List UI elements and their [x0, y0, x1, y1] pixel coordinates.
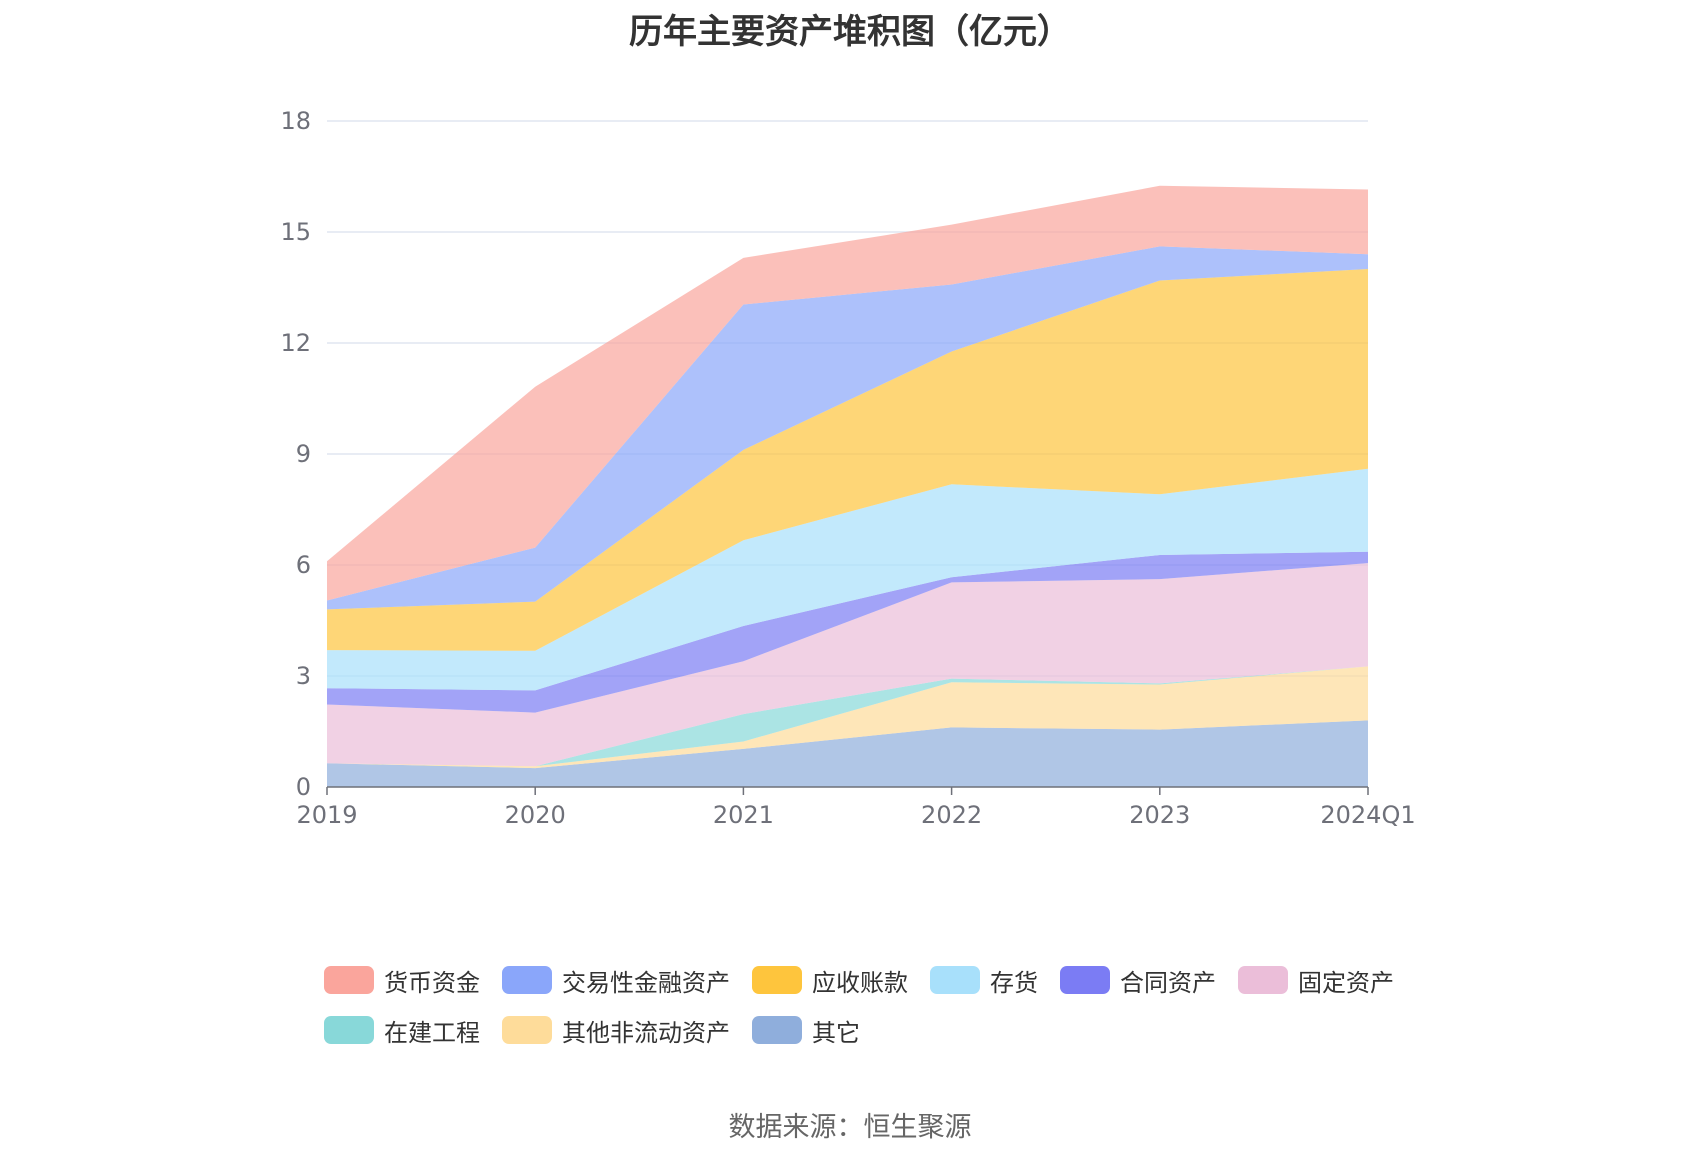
- legend-swatch: [324, 1016, 374, 1044]
- legend-label: 应收账款: [812, 968, 908, 997]
- y-tick-label-0: 0: [296, 773, 311, 801]
- legend-swatch: [1238, 966, 1288, 994]
- legend-item[interactable]: 合同资产: [1060, 963, 1216, 998]
- legend-item[interactable]: 在建工程: [324, 1013, 480, 1048]
- area-series-7: [327, 246, 1368, 610]
- legend-swatch: [930, 966, 980, 994]
- legend-row-2: 在建工程 其他非流动资产 其它: [324, 1005, 1404, 1055]
- legend-swatch: [502, 1016, 552, 1044]
- legend-swatch: [752, 1016, 802, 1044]
- legend-item[interactable]: 固定资产: [1238, 963, 1394, 998]
- area-series-group: [327, 185, 1368, 787]
- x-tick-label-4: 2023: [1129, 801, 1190, 829]
- data-source-note: 数据来源：恒生聚源: [728, 1112, 972, 1143]
- area-series-4: [327, 551, 1368, 713]
- legend-item[interactable]: 其它: [752, 1013, 860, 1048]
- legend-row-1: 货币资金 交易性金融资产 应收账款 存货 合同资产 固定资产: [324, 955, 1404, 1005]
- legend-label: 存货: [990, 968, 1038, 997]
- x-tick-label-2: 2021: [713, 801, 774, 829]
- area-series-8: [327, 185, 1368, 601]
- area-series-3: [327, 563, 1368, 767]
- legend-label: 其他非流动资产: [562, 1018, 730, 1047]
- y-tick-label-12: 12: [280, 329, 311, 357]
- legend-swatch: [324, 966, 374, 994]
- x-tick-label-3: 2022: [921, 801, 982, 829]
- y-tick-label-6: 6: [296, 551, 311, 579]
- legend-swatch: [502, 966, 552, 994]
- legend-item[interactable]: 货币资金: [324, 963, 480, 998]
- legend-item[interactable]: 交易性金融资产: [502, 963, 730, 998]
- x-tick-label-5: 2024Q1: [1320, 801, 1415, 829]
- chart-title: 历年主要资产堆积图（亿元）: [629, 12, 1071, 52]
- area-series-0: [327, 720, 1368, 787]
- legend-swatch: [1060, 966, 1110, 994]
- legend-item[interactable]: 其他非流动资产: [502, 1013, 730, 1048]
- area-series-1: [327, 666, 1368, 769]
- area-series-5: [327, 468, 1368, 691]
- legend-label: 在建工程: [384, 1018, 480, 1047]
- legend-label: 固定资产: [1298, 968, 1394, 997]
- legend-item[interactable]: 应收账款: [752, 963, 908, 998]
- legend-label: 交易性金融资产: [562, 968, 730, 997]
- y-tick-label-15: 15: [280, 218, 311, 246]
- legend-label: 其它: [812, 1018, 860, 1047]
- legend-label: 合同资产: [1120, 968, 1216, 997]
- y-tick-label-18: 18: [280, 107, 311, 135]
- axes: 0 3 6 9 12 15 18 2019 2020 2021 2022 2023 2024Q1: [280, 107, 1415, 829]
- y-tick-label-3: 3: [296, 662, 311, 690]
- legend-swatch: [752, 966, 802, 994]
- y-tick-label-9: 9: [296, 440, 311, 468]
- x-tick-label-1: 2020: [505, 801, 566, 829]
- area-series-6: [327, 269, 1368, 651]
- x-tick-label-0: 2019: [296, 801, 357, 829]
- legend: 货币资金 交易性金融资产 应收账款 存货 合同资产 固定资产 在建工程 其他非流动资产 其它: [324, 955, 1404, 1055]
- legend-item[interactable]: 存货: [930, 963, 1038, 998]
- legend-label: 货币资金: [384, 968, 480, 997]
